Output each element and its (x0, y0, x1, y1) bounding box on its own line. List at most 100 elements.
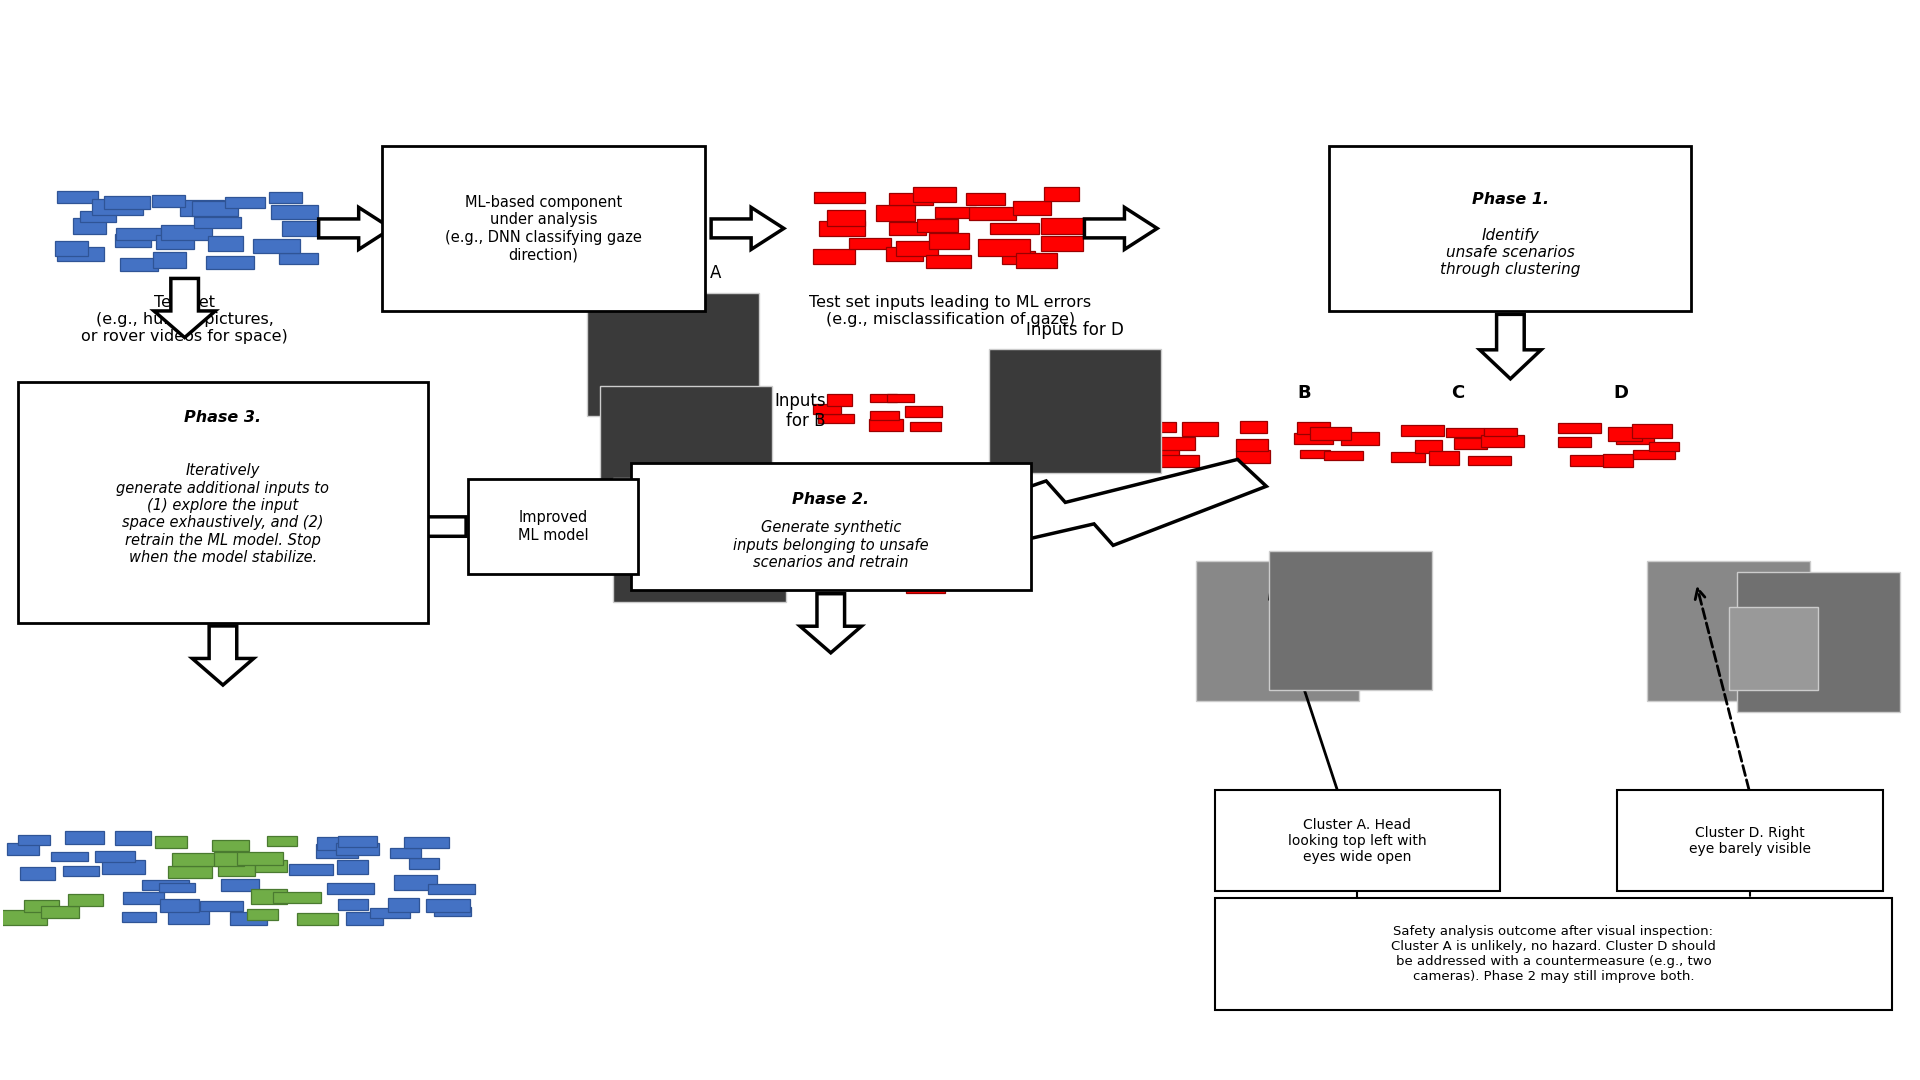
Bar (63, 866, 100, 876)
Bar (1094, 437, 1121, 449)
Bar (1296, 422, 1331, 434)
Polygon shape (801, 594, 862, 652)
Bar (200, 901, 242, 910)
Bar (205, 256, 255, 269)
Bar (808, 576, 835, 588)
Bar (1144, 422, 1177, 432)
Bar (868, 419, 902, 431)
Bar (142, 880, 188, 890)
Bar (1044, 187, 1079, 202)
FancyBboxPatch shape (630, 462, 1031, 591)
Bar (115, 831, 152, 845)
Bar (614, 478, 785, 602)
Bar (315, 843, 357, 859)
Bar (23, 900, 60, 913)
Bar (904, 406, 943, 418)
Bar (8, 843, 38, 854)
Text: Generate synthetic
inputs belonging to unsafe
scenarios and retrain: Generate synthetic inputs belonging to u… (733, 521, 929, 570)
Bar (225, 197, 265, 207)
Bar (156, 836, 186, 848)
Bar (0, 910, 48, 924)
Bar (1557, 436, 1592, 447)
Bar (50, 852, 88, 862)
Polygon shape (568, 505, 639, 549)
Bar (117, 229, 161, 240)
FancyBboxPatch shape (1617, 791, 1884, 891)
Bar (336, 843, 378, 855)
Bar (253, 239, 300, 254)
Bar (121, 258, 159, 271)
Polygon shape (394, 505, 467, 549)
Bar (65, 831, 104, 845)
Bar (1300, 449, 1331, 458)
Bar (1453, 437, 1488, 449)
Bar (230, 912, 267, 924)
Bar (426, 899, 470, 912)
Bar (1196, 562, 1359, 701)
FancyBboxPatch shape (17, 382, 428, 623)
Bar (870, 410, 899, 420)
Bar (394, 876, 438, 890)
Bar (271, 205, 319, 218)
Bar (1340, 432, 1379, 445)
Bar (159, 900, 200, 913)
Polygon shape (1480, 314, 1542, 379)
Bar (328, 883, 374, 894)
Bar (1294, 433, 1332, 444)
Text: Improved
ML model: Improved ML model (518, 511, 589, 543)
Bar (1392, 453, 1425, 462)
Bar (897, 570, 924, 580)
Bar (92, 200, 144, 215)
Bar (58, 191, 98, 203)
Bar (814, 192, 864, 203)
Polygon shape (319, 207, 392, 249)
Bar (887, 394, 914, 402)
Bar (388, 897, 419, 913)
Bar (1106, 422, 1144, 431)
Text: Cluster A. Head
looking top left with
eyes wide open: Cluster A. Head looking top left with ey… (1288, 818, 1427, 864)
Bar (252, 889, 288, 904)
Bar (989, 224, 1039, 234)
Bar (1119, 443, 1152, 453)
Text: C: C (1452, 384, 1465, 402)
Bar (154, 252, 186, 268)
Bar (1162, 437, 1194, 450)
Bar (1607, 428, 1642, 441)
Bar (1162, 455, 1200, 467)
Polygon shape (710, 207, 783, 249)
Bar (1571, 456, 1609, 465)
Bar (156, 235, 194, 248)
Bar (1016, 254, 1058, 269)
Text: Iteratively
generate additional inputs to
(1) explore the input
space exhaustive: Iteratively generate additional inputs t… (117, 463, 330, 565)
Text: Inputs
for C: Inputs for C (774, 553, 826, 592)
Bar (390, 848, 420, 858)
Bar (887, 247, 924, 261)
Text: D: D (1613, 384, 1628, 402)
Bar (17, 835, 50, 846)
Text: Phase 1.: Phase 1. (1473, 192, 1549, 207)
Bar (918, 219, 958, 232)
Bar (94, 851, 134, 862)
Bar (54, 241, 88, 256)
Bar (989, 349, 1162, 473)
Polygon shape (192, 626, 253, 685)
Bar (1446, 428, 1484, 437)
Text: ML-based component
under analysis
(e.g., DNN classifying gaze
direction): ML-based component under analysis (e.g.,… (445, 194, 641, 262)
FancyBboxPatch shape (468, 478, 637, 575)
Bar (221, 879, 259, 891)
FancyBboxPatch shape (1329, 146, 1692, 311)
Bar (273, 892, 321, 903)
Bar (1041, 218, 1089, 234)
Bar (159, 882, 194, 892)
Bar (56, 247, 104, 261)
Bar (338, 836, 378, 847)
Text: A: A (1144, 384, 1158, 402)
Bar (588, 293, 758, 417)
FancyBboxPatch shape (382, 146, 705, 311)
Bar (346, 912, 382, 926)
Bar (123, 892, 163, 904)
Bar (814, 555, 839, 567)
Bar (929, 233, 970, 249)
Bar (1269, 551, 1432, 690)
Bar (1236, 438, 1267, 451)
